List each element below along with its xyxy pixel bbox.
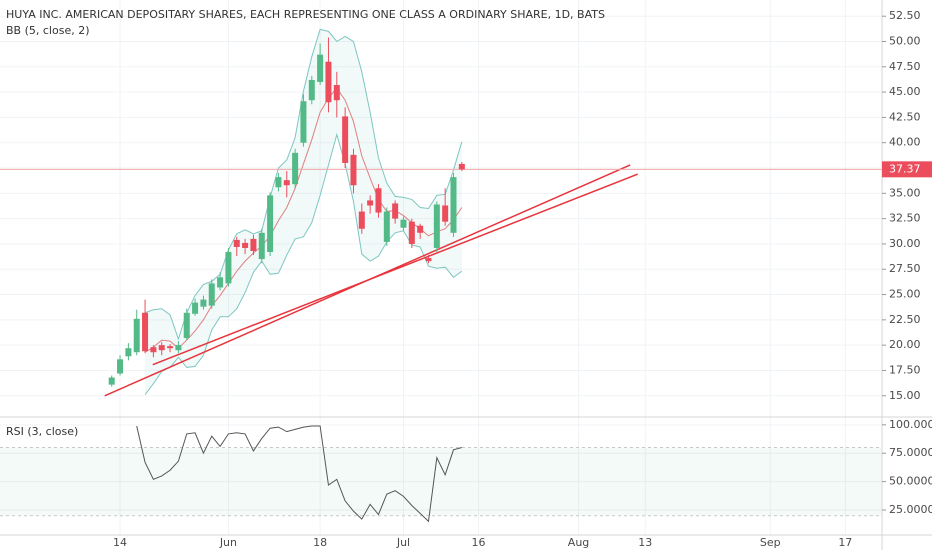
y-tick-label: 45.00 — [889, 85, 921, 98]
x-tick-label: 14 — [113, 536, 127, 549]
rsi-tick-label: 50.0000 — [889, 475, 932, 488]
y-tick-label: 27.50 — [889, 262, 921, 275]
candle-body — [433, 204, 440, 248]
candle-body — [225, 252, 232, 284]
candle-body — [367, 200, 374, 206]
candle-body — [175, 345, 182, 351]
x-tick-label: 16 — [472, 536, 486, 549]
candle-body — [125, 348, 132, 357]
last-price-box — [882, 161, 932, 178]
candle-body — [183, 312, 190, 339]
rsi-tick-label: 25.0000 — [889, 503, 932, 516]
candle-body — [233, 239, 240, 247]
candle-body — [108, 377, 115, 385]
candle-body — [308, 79, 315, 101]
x-tick-label: Jul — [396, 536, 410, 549]
y-tick-label: 30.00 — [889, 237, 921, 250]
candle-body — [258, 232, 265, 260]
candle-body — [217, 277, 224, 288]
y-tick-label: 42.50 — [889, 110, 921, 123]
candle-body — [275, 177, 282, 188]
candle-body — [417, 225, 424, 233]
x-tick-label: Jun — [219, 536, 237, 549]
y-tick-label: 52.50 — [889, 9, 921, 22]
candle-body — [400, 219, 407, 228]
candle-body — [383, 211, 390, 242]
candle-body — [300, 101, 307, 143]
candle-body — [150, 347, 157, 353]
y-tick-label: 40.00 — [889, 136, 921, 149]
x-tick-label: 18 — [313, 536, 327, 549]
rsi-tick-label: 100.0000 — [889, 418, 932, 431]
candle-body — [167, 346, 174, 349]
trendline — [152, 173, 639, 366]
candle-body — [192, 302, 199, 314]
band-fill — [145, 29, 462, 395]
x-tick-label: 17 — [838, 536, 852, 549]
candle-body — [375, 188, 382, 213]
grid — [0, 0, 882, 535]
candle-body — [208, 283, 215, 306]
candle-body — [283, 180, 290, 186]
candle-body — [325, 61, 332, 103]
plot — [0, 28, 882, 523]
candle-body — [408, 221, 415, 244]
candle-body — [267, 195, 274, 253]
candle-body — [292, 152, 299, 185]
rsi-line — [136, 425, 462, 523]
y-tick-label: 35.00 — [889, 186, 921, 199]
y-tick-label: 25.00 — [889, 288, 921, 301]
x-tick-label: Sep — [760, 536, 781, 549]
y-tick-label: 20.00 — [889, 338, 921, 351]
candle-body — [358, 211, 365, 229]
candle-body — [142, 312, 149, 352]
candle-body — [333, 85, 340, 101]
candle-body — [200, 299, 207, 307]
rsi-label: RSI (3, close) — [6, 425, 78, 438]
rsi-tick-label: 75.0000 — [889, 446, 932, 459]
chart-title: HUYA INC. AMERICAN DEPOSITARY SHARES, EA… — [6, 8, 605, 21]
rsi-band — [0, 447, 882, 516]
y-tick-label: 22.50 — [889, 313, 921, 326]
y-tick-label: 15.00 — [889, 389, 921, 402]
candle-body — [158, 345, 165, 351]
candle-body — [350, 154, 357, 186]
x-tick-label: Aug — [568, 536, 589, 549]
candle-body — [117, 359, 124, 374]
candle-body — [317, 54, 324, 82]
y-tick-label: 17.50 — [889, 363, 921, 376]
candle-body — [242, 242, 249, 248]
y-tick-label: 32.50 — [889, 212, 921, 225]
candle-body — [250, 238, 257, 252]
candle-body — [425, 258, 432, 262]
candle-body — [450, 177, 457, 233]
x-tick-label: 13 — [638, 536, 652, 549]
candle-body — [133, 318, 140, 353]
indicator-label: BB (5, close, 2) — [6, 24, 90, 37]
y-tick-label: 47.50 — [889, 60, 921, 73]
candle-body — [442, 205, 449, 222]
candle-body — [392, 203, 399, 219]
candle-body — [342, 116, 349, 163]
y-tick-label: 50.00 — [889, 34, 921, 47]
last-price-label: 37.37 — [889, 162, 921, 175]
candle-body — [458, 163, 465, 170]
bb-upper — [144, 28, 463, 341]
bb-middle — [144, 87, 463, 353]
